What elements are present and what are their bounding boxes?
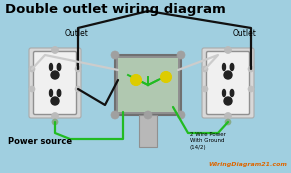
Circle shape	[51, 97, 59, 105]
Circle shape	[75, 66, 81, 72]
Circle shape	[29, 86, 35, 92]
Circle shape	[224, 71, 232, 79]
Bar	[139, 115, 157, 147]
Bar	[115, 55, 181, 115]
Circle shape	[111, 111, 119, 119]
FancyBboxPatch shape	[207, 52, 249, 115]
Text: Outlet: Outlet	[233, 29, 257, 38]
Circle shape	[224, 112, 232, 120]
FancyBboxPatch shape	[33, 52, 77, 115]
Bar	[118, 58, 178, 112]
Ellipse shape	[230, 63, 234, 71]
Text: Double outlet wiring diagram: Double outlet wiring diagram	[5, 3, 226, 16]
Circle shape	[144, 111, 152, 119]
Circle shape	[52, 47, 58, 53]
FancyBboxPatch shape	[29, 48, 81, 118]
Circle shape	[248, 66, 254, 72]
Circle shape	[202, 66, 208, 72]
Circle shape	[51, 71, 59, 79]
Circle shape	[225, 119, 231, 125]
Ellipse shape	[230, 89, 234, 97]
FancyBboxPatch shape	[202, 48, 254, 118]
Text: WiringDiagram21.com: WiringDiagram21.com	[208, 162, 287, 167]
Circle shape	[52, 119, 58, 125]
Text: Outlet: Outlet	[65, 29, 89, 38]
Circle shape	[224, 97, 232, 105]
Circle shape	[161, 71, 171, 83]
Circle shape	[52, 112, 58, 120]
Circle shape	[75, 86, 81, 92]
Circle shape	[224, 47, 232, 53]
Ellipse shape	[223, 89, 226, 97]
Ellipse shape	[223, 63, 226, 71]
Text: 2 Wire Power
With Ground
(14/2): 2 Wire Power With Ground (14/2)	[190, 132, 226, 150]
Ellipse shape	[49, 63, 52, 71]
Circle shape	[248, 86, 254, 92]
Ellipse shape	[57, 63, 61, 71]
Text: Power source: Power source	[8, 136, 72, 145]
Circle shape	[130, 75, 141, 85]
Circle shape	[202, 86, 208, 92]
Circle shape	[177, 111, 185, 119]
Circle shape	[29, 66, 35, 72]
Ellipse shape	[49, 89, 52, 97]
Circle shape	[177, 51, 185, 59]
Circle shape	[111, 51, 119, 59]
Ellipse shape	[57, 89, 61, 97]
